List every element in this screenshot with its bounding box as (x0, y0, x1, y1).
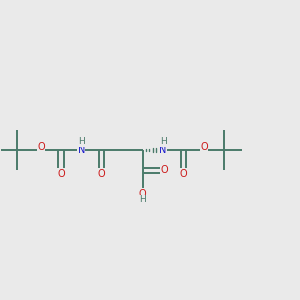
Text: H: H (160, 137, 167, 146)
Text: H: H (139, 195, 146, 204)
Text: N: N (159, 145, 167, 155)
Text: O: O (98, 169, 106, 178)
Text: O: O (161, 165, 168, 176)
Text: O: O (180, 169, 187, 178)
Text: O: O (200, 142, 208, 152)
Text: O: O (37, 142, 45, 152)
Text: N: N (78, 145, 85, 155)
Text: O: O (139, 189, 146, 199)
Text: H: H (78, 137, 85, 146)
Text: O: O (57, 169, 64, 178)
